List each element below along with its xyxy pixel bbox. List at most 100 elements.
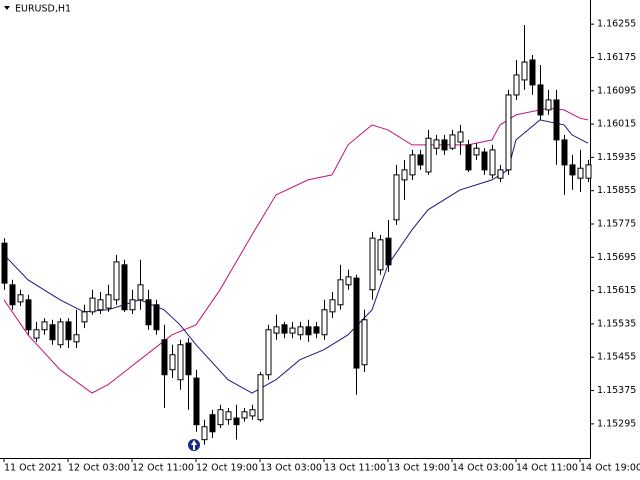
y-tick-label: 1.15455: [597, 352, 636, 363]
candle-body: [65, 321, 72, 341]
candle-body: [89, 297, 96, 313]
x-tick-label: 12 Oct 19:00: [196, 463, 258, 474]
x-tick-label: 13 Oct 03:00: [260, 463, 322, 474]
y-tick-label: 1.16255: [597, 19, 636, 30]
candle-body: [217, 409, 224, 426]
x-tick-label: 12 Oct 03:00: [68, 463, 130, 474]
candle-body: [505, 94, 512, 171]
candle-body: [297, 326, 304, 336]
y-tick-label: 1.15615: [597, 285, 636, 296]
candle-body: [161, 339, 168, 376]
candle-body: [105, 294, 112, 309]
candle-body: [441, 139, 448, 151]
candle-body: [537, 84, 544, 116]
candle-body: [353, 277, 360, 369]
candle-body: [129, 299, 136, 311]
candle-body: [385, 237, 392, 266]
candle-body: [249, 409, 256, 417]
candle-body: [313, 326, 320, 334]
candle-body: [121, 264, 128, 311]
candle-body: [1, 242, 8, 284]
candle-body: [401, 169, 408, 181]
candle-body: [425, 137, 432, 173]
y-tick-label: 1.15295: [597, 418, 636, 429]
candle-body: [457, 131, 464, 143]
overlay-line: [3, 119, 589, 394]
candle-body: [265, 329, 272, 376]
x-tick-label: 14 Oct 03:00: [452, 463, 514, 474]
candle-body: [577, 167, 584, 179]
candle-body: [193, 377, 200, 426]
candle-body: [177, 344, 184, 381]
candle-body: [25, 299, 32, 331]
y-tick-label: 1.15855: [597, 185, 636, 196]
candle-body: [497, 169, 504, 179]
y-tick-label: 1.15935: [597, 152, 636, 163]
candle-body: [337, 279, 344, 306]
title-arrow: [4, 6, 10, 10]
candle-body: [81, 311, 88, 323]
arrow-marker: [188, 439, 200, 451]
marker-arrow: [191, 440, 197, 450]
x-tick-label: 13 Oct 19:00: [388, 463, 450, 474]
candle-body: [409, 154, 416, 176]
candle-body: [449, 134, 456, 149]
candle-body: [569, 164, 576, 176]
candle-body: [529, 59, 536, 86]
candle-body: [9, 284, 16, 306]
candle-body: [289, 327, 296, 334]
candle-body: [329, 299, 336, 313]
candle-body: [417, 154, 424, 166]
y-tick-label: 1.16015: [597, 119, 636, 130]
candle-body: [377, 239, 384, 271]
candle-body: [553, 99, 560, 141]
candle-body: [169, 354, 176, 371]
candle-body: [137, 284, 144, 301]
candle-body: [305, 326, 312, 336]
candle-body: [545, 99, 552, 111]
x-tick-label: 13 Oct 11:00: [324, 463, 386, 474]
candle-body: [33, 329, 40, 339]
candle-body: [481, 151, 488, 171]
candle-body: [433, 139, 440, 149]
x-tick-label: 12 Oct 11:00: [132, 463, 194, 474]
candle-body: [185, 342, 192, 376]
candle-body: [113, 261, 120, 301]
overlay-line: [3, 107, 589, 394]
candle-body: [17, 294, 24, 303]
candle-body: [345, 276, 352, 286]
candle-body: [361, 319, 368, 366]
chart-title: EURUSD,H1: [15, 4, 71, 15]
candle-body: [201, 426, 208, 441]
candle-body: [241, 411, 248, 419]
y-tick-label: 1.15375: [597, 385, 636, 396]
candle-body: [393, 174, 400, 221]
x-tick-label: 14 Oct 19:00: [580, 463, 640, 474]
candle-body: [281, 324, 288, 334]
x-tick-label: 11 Oct 2021: [4, 463, 63, 474]
candle-body: [97, 299, 104, 311]
y-tick-label: 1.15535: [597, 318, 636, 329]
candle-body: [257, 374, 264, 421]
candle-body: [209, 414, 216, 433]
candle-body: [273, 326, 280, 334]
y-tick-label: 1.16095: [597, 85, 636, 96]
candle-body: [41, 321, 48, 331]
candle-body: [473, 147, 480, 156]
candle-body: [145, 299, 152, 326]
candle-body: [49, 324, 56, 341]
candle-body: [561, 139, 568, 166]
candle-body: [521, 61, 528, 81]
candle-body: [489, 149, 496, 176]
x-tick-label: 14 Oct 11:00: [516, 463, 578, 474]
candle-body: [369, 237, 376, 291]
candle-body: [513, 74, 520, 96]
candle-body: [57, 321, 64, 346]
y-tick-label: 1.15695: [597, 252, 636, 263]
candle-body: [585, 164, 592, 179]
y-tick-label: 1.16175: [597, 52, 636, 63]
candle-body: [153, 304, 160, 331]
